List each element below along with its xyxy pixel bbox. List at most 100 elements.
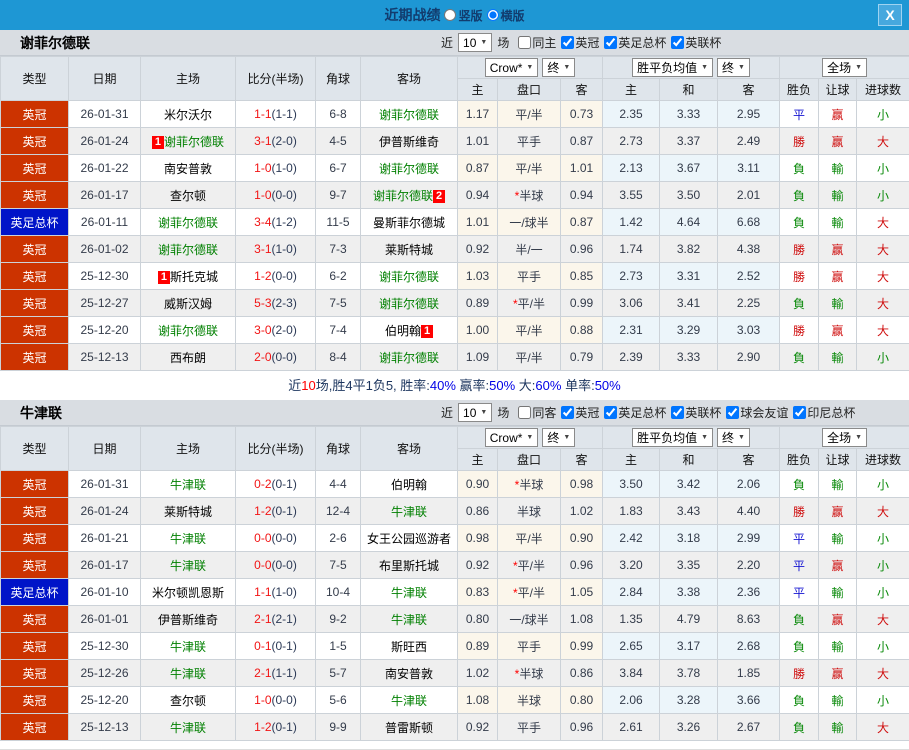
horizontal-radio[interactable]	[486, 9, 499, 21]
away-team-name[interactable]: 谢菲尔德联	[378, 107, 439, 122]
away-team-name[interactable]: 伯明翰	[384, 323, 421, 338]
avg-final-select[interactable]: 终	[717, 428, 750, 447]
away-odds: 1.05	[559, 578, 604, 606]
league-checkbox[interactable]	[671, 406, 685, 419]
period-select[interactable]: 全场	[822, 58, 868, 77]
home-team-name[interactable]: 查尔顿	[169, 188, 206, 203]
away-team-name[interactable]: 布里斯托城	[378, 558, 439, 573]
period-select[interactable]: 全场	[822, 428, 868, 447]
avg-type-select[interactable]: 胜平负均值	[632, 58, 714, 77]
home-team-name[interactable]: 谢菲尔德联	[157, 242, 218, 257]
same-venue-checkbox[interactable]	[518, 36, 532, 49]
league-filter[interactable]: 印尼总杯	[788, 404, 855, 421]
competition-badge: 英冠	[0, 100, 69, 128]
layout-option-vertical[interactable]: 竖版	[444, 7, 483, 24]
away-team-name[interactable]: 斯旺西	[390, 639, 427, 654]
league-checkbox[interactable]	[561, 36, 575, 49]
layout-option-horizontal[interactable]: 横版	[486, 7, 525, 24]
league-checkbox[interactable]	[726, 406, 740, 419]
home-team-name[interactable]: 牛津联	[169, 477, 206, 492]
away-team-name[interactable]: 普雷斯顿	[384, 720, 433, 735]
bookmaker-select[interactable]: Crow*	[484, 428, 539, 448]
same-venue-filter[interactable]: 同客	[512, 404, 556, 421]
away-team-name[interactable]: 牛津联	[390, 693, 427, 708]
home-team-name[interactable]: 牛津联	[169, 720, 206, 735]
away-team-name[interactable]: 南安普敦	[384, 666, 433, 681]
bookmaker-select[interactable]: Crow*	[484, 58, 539, 78]
league-filter[interactable]: 英冠	[556, 404, 599, 421]
league-filter[interactable]: 英冠	[556, 34, 599, 51]
handicap: *平/半	[497, 289, 561, 317]
record-summary: 近10场,胜4平1负5, 胜率:40% 赢率:50% 大:60% 单率:50%	[0, 371, 909, 400]
league-checkbox[interactable]	[561, 406, 575, 419]
home-team-name[interactable]: 南安普敦	[163, 161, 212, 176]
away-team-name[interactable]: 谢菲尔德联	[378, 296, 439, 311]
home-team-name[interactable]: 西布朗	[169, 350, 206, 365]
home-team-name[interactable]: 米尔顿凯恩斯	[151, 585, 224, 600]
home-team-name[interactable]: 莱斯特城	[163, 504, 212, 519]
match-row: 英冠 26-01-17 牛津联 0-0(0-0) 7-5 布里斯托城 0.92 …	[0, 551, 909, 579]
home-team-name[interactable]: 米尔沃尔	[163, 107, 212, 122]
same-venue-filter[interactable]: 同主	[512, 34, 556, 51]
match-count-select[interactable]: 10	[458, 403, 493, 422]
home-team-name[interactable]: 谢菲尔德联	[163, 134, 224, 149]
home-team-name[interactable]: 牛津联	[169, 531, 206, 546]
away-team-name[interactable]: 牛津联	[390, 585, 427, 600]
league-filter[interactable]: 英联杯	[666, 34, 721, 51]
home-team-name[interactable]: 谢菲尔德联	[157, 323, 218, 338]
score-cell: 3-0(2-0)	[235, 316, 316, 344]
home-team-cell: 牛津联	[140, 524, 236, 552]
avg-home-odds: 2.84	[602, 578, 661, 606]
away-team-name[interactable]: 谢菲尔德联	[378, 350, 439, 365]
league-filter[interactable]: 球会友谊	[721, 404, 788, 421]
league-checkbox[interactable]	[604, 406, 618, 419]
home-team-name[interactable]: 查尔顿	[169, 693, 206, 708]
final-odds-select[interactable]: 终	[542, 57, 576, 77]
corner-count: 5-7	[315, 659, 361, 687]
competition-badge: 英冠	[0, 497, 69, 525]
league-checkbox[interactable]	[671, 36, 685, 49]
match-date: 26-01-24	[68, 127, 141, 155]
match-row: 英冠 26-01-01 伊普斯维奇 2-1(2-1) 9-2 牛津联 0.80 …	[0, 605, 909, 633]
home-team-name[interactable]: 牛津联	[169, 666, 206, 681]
avg-away-odds: 2.20	[717, 551, 781, 579]
league-filter[interactable]: 英联杯	[666, 404, 721, 421]
home-team-name[interactable]: 伊普斯维奇	[157, 612, 218, 627]
full-time-score: 2-1	[254, 612, 272, 626]
away-team-name[interactable]: 谢菲尔德联	[378, 269, 439, 284]
away-team-name[interactable]: 谢菲尔德联	[372, 188, 433, 203]
close-icon[interactable]: X	[878, 4, 902, 26]
away-team-name[interactable]: 谢菲尔德联	[378, 161, 439, 176]
match-count-select[interactable]: 10	[458, 33, 493, 52]
avg-draw-odds: 3.26	[659, 713, 719, 741]
home-team-name[interactable]: 威斯汉姆	[163, 296, 212, 311]
avg-final-select[interactable]: 终	[717, 58, 750, 77]
avg-away-odds: 3.03	[717, 316, 781, 344]
match-row: 英冠 26-01-31 牛津联 0-2(0-1) 4-4 伯明翰 0.90 *半…	[0, 470, 909, 498]
vertical-radio[interactable]	[444, 9, 457, 21]
league-checkbox[interactable]	[793, 406, 807, 419]
avg-source-cell: 胜平负均值终	[602, 426, 781, 449]
away-team-name[interactable]: 伯明翰	[390, 477, 427, 492]
league-filter[interactable]: 英足总杯	[599, 404, 666, 421]
avg-type-select[interactable]: 胜平负均值	[632, 428, 714, 447]
home-team-name[interactable]: 牛津联	[169, 558, 206, 573]
league-filter[interactable]: 英足总杯	[599, 34, 666, 51]
away-team-name[interactable]: 牛津联	[390, 504, 427, 519]
league-checkbox[interactable]	[604, 36, 618, 49]
avg-away-odds: 2.01	[717, 181, 781, 209]
away-team-name[interactable]: 莱斯特城	[384, 242, 433, 257]
home-team-name[interactable]: 谢菲尔德联	[157, 215, 218, 230]
away-team-name[interactable]: 曼斯菲尔德城	[372, 215, 445, 230]
away-team-name[interactable]: 女王公园巡游者	[366, 531, 451, 546]
home-team-name[interactable]: 斯托克城	[169, 269, 218, 284]
away-team-name[interactable]: 牛津联	[390, 612, 427, 627]
home-team-name[interactable]: 牛津联	[169, 639, 206, 654]
match-row: 英冠 25-12-30 牛津联 0-1(0-1) 1-5 斯旺西 0.89 平手…	[0, 632, 909, 660]
away-team-cell: 布里斯托城	[360, 551, 458, 579]
full-time-score: 1-1	[254, 107, 272, 121]
handicap: *半球	[497, 470, 561, 498]
final-odds-select[interactable]: 终	[542, 427, 576, 447]
away-team-name[interactable]: 伊普斯维奇	[378, 134, 439, 149]
same-venue-checkbox[interactable]	[518, 406, 532, 419]
